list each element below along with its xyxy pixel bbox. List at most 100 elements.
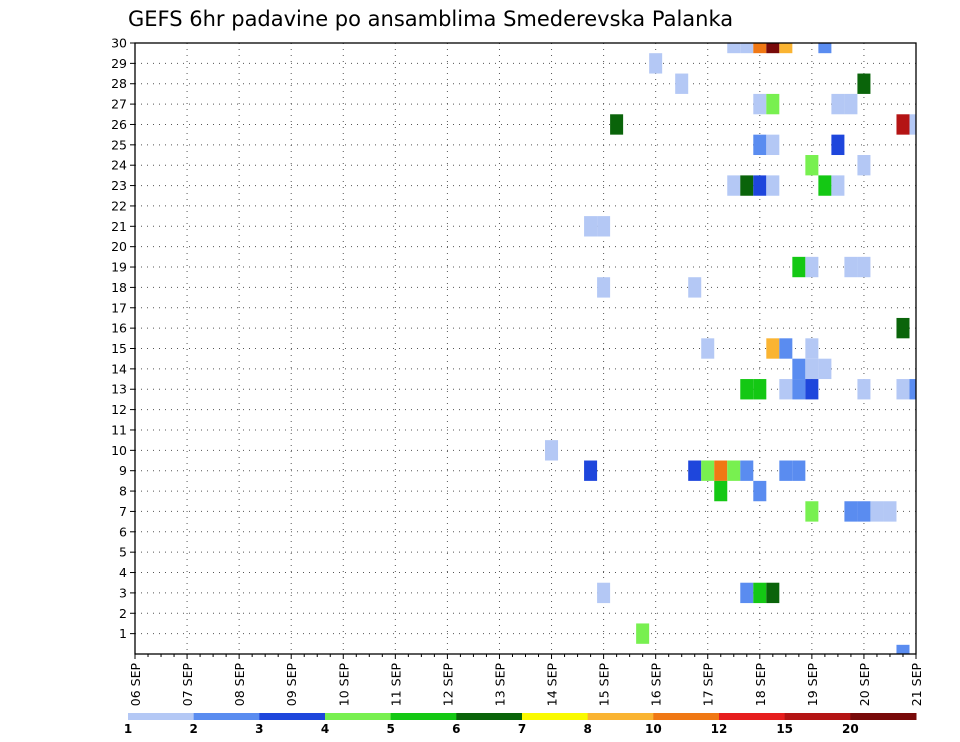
legend-label: 2: [189, 722, 197, 736]
heat-cell: [766, 134, 780, 156]
y-tick-label: 28: [111, 76, 127, 91]
heat-cell: [896, 644, 910, 654]
heat-cell: [701, 338, 715, 359]
legend-swatch: [522, 713, 589, 720]
heat-cell: [753, 43, 767, 54]
heat-cell: [844, 501, 858, 522]
x-tick-label: 20 SEP: [857, 663, 872, 707]
heat-cell: [805, 358, 819, 380]
heat-cell: [675, 73, 689, 94]
y-tick-label: 18: [111, 280, 127, 295]
heat-cell: [753, 582, 767, 604]
heat-cell: [896, 379, 910, 400]
heat-cell: [727, 43, 741, 54]
heat-cell: [831, 134, 845, 156]
x-tick-label: 13 SEP: [492, 663, 507, 707]
legend-swatch: [325, 713, 392, 720]
y-tick-label: 27: [111, 97, 127, 112]
heat-cell: [805, 501, 819, 522]
y-tick-label: 1: [119, 626, 127, 641]
heat-cell: [857, 379, 871, 400]
y-tick-label: 23: [111, 178, 127, 193]
heat-cell: [688, 460, 702, 481]
legend-label: 7: [518, 722, 526, 736]
plot-frame: [134, 42, 917, 655]
heat-cell: [805, 338, 819, 359]
legend-swatch: [719, 713, 786, 720]
heat-cell: [610, 114, 624, 135]
y-tick-label: 29: [111, 56, 127, 71]
legend-label: 12: [711, 722, 728, 736]
x-axis: 06 SEP 07 SEP 08 SEP 09 SEP 10 SEP 11 SEP 12 S…: [128, 654, 924, 706]
heat-cell: [753, 175, 767, 196]
x-tick-label: 09 SEP: [284, 663, 299, 707]
heat-cell: [844, 256, 858, 278]
heat-cell: [688, 277, 702, 298]
heat-cell: [714, 480, 728, 502]
heat-cell: [727, 460, 741, 481]
x-tick-label: 18 SEP: [753, 663, 768, 707]
x-tick-label: 17 SEP: [701, 663, 716, 707]
heat-cell: [740, 175, 754, 196]
heat-cell: [779, 460, 793, 481]
heat-cell: [818, 175, 832, 196]
heat-cell: [740, 379, 754, 400]
y-tick-label: 21: [111, 219, 127, 234]
y-tick-label: 3: [119, 585, 127, 600]
heat-cell: [753, 93, 767, 115]
heat-cell: [857, 73, 871, 94]
heat-cell: [766, 338, 780, 359]
heat-cell: [766, 43, 780, 54]
heat-cell: [883, 501, 897, 522]
heat-cell: [740, 43, 754, 54]
heat-cell: [805, 379, 819, 400]
heat-cell: [714, 460, 728, 481]
legend-swatch: [128, 713, 195, 720]
y-tick-label: 8: [119, 484, 127, 499]
x-tick-label: 11 SEP: [388, 663, 403, 707]
y-tick-label: 25: [111, 137, 127, 152]
y-tick-label: 10: [111, 443, 127, 458]
heat-cell: [909, 379, 916, 400]
legend-label: 4: [321, 722, 329, 736]
y-tick-label: 24: [111, 158, 127, 173]
heat-cell: [896, 317, 910, 339]
heat-cell: [818, 43, 832, 54]
x-tick-label: 06 SEP: [128, 663, 143, 707]
heat-cell: [792, 256, 806, 278]
x-tick-label: 08 SEP: [232, 663, 247, 707]
heat-cell: [701, 460, 715, 481]
y-tick-label: 26: [111, 117, 127, 132]
y-tick-label: 4: [119, 565, 127, 580]
heat-cell: [857, 256, 871, 278]
cells: [545, 43, 916, 654]
x-tick-label: 14 SEP: [545, 663, 560, 707]
heat-cell: [779, 379, 793, 400]
heat-cell: [857, 501, 871, 522]
y-tick-label: 14: [111, 361, 127, 376]
heat-cell: [857, 155, 871, 176]
heat-cell: [792, 460, 806, 481]
heat-cell: [584, 216, 598, 237]
heat-cell: [766, 175, 780, 196]
x-tick-label: 10 SEP: [336, 663, 351, 707]
y-tick-label: 5: [119, 545, 127, 560]
heat-cell: [870, 501, 884, 522]
heat-cell: [753, 480, 767, 502]
heat-cell: [753, 134, 767, 156]
legend-label: 10: [645, 722, 662, 736]
legend-swatch: [850, 713, 917, 720]
heat-cell: [779, 338, 793, 359]
heat-cell: [766, 582, 780, 604]
y-tick-label: 30: [111, 36, 127, 51]
y-tick-label: 2: [119, 606, 127, 621]
legend-label: 15: [776, 722, 793, 736]
heat-cell: [636, 623, 650, 644]
heat-cell: [649, 53, 663, 74]
legend-swatch: [784, 713, 851, 720]
legend-label: 8: [583, 722, 591, 736]
y-tick-label: 19: [111, 260, 127, 275]
legend-label: 6: [452, 722, 460, 736]
heat-cell: [779, 43, 793, 54]
